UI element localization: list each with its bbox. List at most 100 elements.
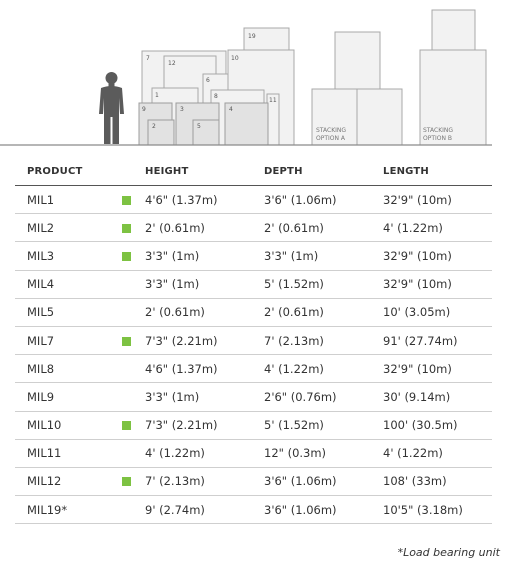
green-square-marker-icon [122, 251, 131, 261]
table-row: MIL5 2' (0.61m) 2' (0.61m) 10' (3.05m) [15, 298, 492, 327]
cell-length: 10'5" (3.18m) [383, 495, 492, 525]
cell-product: MIL7 [15, 326, 122, 356]
cell-depth: 2' (0.61m) [264, 213, 383, 243]
cell-marker [122, 467, 145, 497]
cell-height: 4'6" (1.37m) [145, 185, 264, 215]
cell-product: MIL11 [15, 439, 122, 468]
cell-height: 2' (0.61m) [145, 213, 264, 243]
box-number-9: 9 [142, 106, 146, 113]
cell-length: 32'9" (10m) [383, 185, 492, 215]
cell-product: MIL8 [15, 354, 122, 384]
product-spec-table: PRODUCT HEIGHT DEPTH LENGTH MIL1 4'6" (1.… [15, 157, 492, 525]
cell-length: 91' (27.74m) [383, 326, 492, 356]
cell-marker [122, 185, 145, 215]
cell-height: 4'6" (1.37m) [145, 354, 264, 384]
header-length: LENGTH [383, 157, 492, 186]
cell-height: 3'3" (1m) [145, 270, 264, 299]
cell-product: MIL3 [15, 241, 122, 271]
cell-length: 4' (1.22m) [383, 213, 492, 243]
table-row: MIL12 7' (2.13m) 3'6" (1.06m) 108' (33m) [15, 467, 492, 497]
cell-depth: 3'6" (1.06m) [264, 495, 383, 525]
stacking-a-label-line2: OPTION A [316, 135, 346, 142]
cell-product: MIL19* [15, 495, 122, 525]
cell-length: 30' (9.14m) [383, 382, 492, 412]
cell-product: MIL10 [15, 411, 122, 440]
person-silhouette-icon [99, 72, 124, 144]
footnote: *Load bearing unit [397, 546, 500, 559]
cell-depth: 12" (0.3m) [264, 439, 383, 468]
stacking-option-b: STACKING OPTION B [419, 9, 487, 146]
box-number-12: 12 [168, 60, 176, 67]
box-number-8: 8 [214, 93, 218, 100]
box-number-19: 19 [248, 33, 256, 40]
green-square-marker-icon [122, 477, 131, 487]
box-number-6: 6 [206, 77, 210, 84]
cell-height: 7'3" (2.21m) [145, 326, 264, 356]
stacking-option-a: STACKING OPTION A [311, 31, 403, 146]
cell-height: 3'3" (1m) [145, 241, 264, 271]
cell-length: 10' (3.05m) [383, 298, 492, 327]
cell-height: 2' (0.61m) [145, 298, 264, 327]
cell-length: 100' (30.5m) [383, 411, 492, 440]
box-number-1: 1 [155, 92, 159, 99]
cell-depth: 5' (1.52m) [264, 411, 383, 440]
header-depth: DEPTH [264, 157, 383, 186]
cell-depth: 4' (1.22m) [264, 354, 383, 384]
box-number-5: 5 [197, 123, 201, 130]
green-square-marker-icon [122, 336, 131, 346]
table-row: MIL1 4'6" (1.37m) 3'6" (1.06m) 32'9" (10m) [15, 185, 492, 215]
cell-marker [122, 326, 145, 356]
cell-marker [122, 298, 145, 327]
cell-length: 32'9" (10m) [383, 354, 492, 384]
product-size-illustration: 19 7 12 10 6 1 8 9 3 4 11 2 5 STACKING O… [0, 9, 492, 146]
cell-product: MIL9 [15, 382, 122, 412]
stacking-b-label-line2: OPTION B [423, 135, 452, 142]
cell-height: 3'3" (1m) [145, 382, 264, 412]
cell-length: 4' (1.22m) [383, 439, 492, 468]
green-square-marker-icon [122, 223, 131, 233]
cell-height: 7'3" (2.21m) [145, 411, 264, 440]
cell-product: MIL2 [15, 213, 122, 243]
cell-depth: 7' (2.13m) [264, 326, 383, 356]
table-row: MIL3 3'3" (1m) 3'3" (1m) 32'9" (10m) [15, 241, 492, 271]
cell-marker [122, 241, 145, 271]
table-body: MIL1 4'6" (1.37m) 3'6" (1.06m) 32'9" (10m) M… [15, 185, 492, 525]
cell-product: MIL4 [15, 270, 122, 299]
cell-height: 7' (2.13m) [145, 467, 264, 497]
cell-length: 32'9" (10m) [383, 241, 492, 271]
cell-product: MIL5 [15, 298, 122, 327]
cell-marker [122, 354, 145, 384]
cell-depth: 3'3" (1m) [264, 241, 383, 271]
cell-length: 108' (33m) [383, 467, 492, 497]
cell-depth: 3'6" (1.06m) [264, 185, 383, 215]
box-number-11: 11 [269, 97, 277, 104]
cell-marker [122, 382, 145, 412]
cell-height: 9' (2.74m) [145, 495, 264, 525]
table-row: MIL11 4' (1.22m) 12" (0.3m) 4' (1.22m) [15, 439, 492, 468]
header-marker [122, 157, 145, 186]
header-product: PRODUCT [15, 157, 122, 186]
table-row: MIL2 2' (0.61m) 2' (0.61m) 4' (1.22m) [15, 213, 492, 243]
box-number-2: 2 [152, 123, 156, 130]
table-header-row: PRODUCT HEIGHT DEPTH LENGTH [15, 157, 492, 186]
stacking-a-label-line1: STACKING [316, 127, 346, 134]
box-number-3: 3 [180, 106, 184, 113]
table-row: MIL19* 9' (2.74m) 3'6" (1.06m) 10'5" (3.18m… [15, 495, 492, 525]
cell-marker [122, 411, 145, 440]
box-number-10: 10 [231, 55, 239, 62]
table-row: MIL9 3'3" (1m) 2'6" (0.76m) 30' (9.14m) [15, 382, 492, 412]
cell-marker [122, 213, 145, 243]
cell-length: 32'9" (10m) [383, 270, 492, 299]
green-square-marker-icon [122, 195, 131, 205]
cell-marker [122, 495, 145, 525]
table-row: MIL8 4'6" (1.37m) 4' (1.22m) 32'9" (10m) [15, 354, 492, 384]
header-height: HEIGHT [145, 157, 264, 186]
table-row: MIL4 3'3" (1m) 5' (1.52m) 32'9" (10m) [15, 270, 492, 299]
cell-depth: 5' (1.52m) [264, 270, 383, 299]
cell-depth: 3'6" (1.06m) [264, 467, 383, 497]
table-row: MIL10 7'3" (2.21m) 5' (1.52m) 100' (30.5m) [15, 411, 492, 440]
table-row: MIL7 7'3" (2.21m) 7' (2.13m) 91' (27.74m) [15, 326, 492, 356]
cell-product: MIL1 [15, 185, 122, 215]
box-number-7: 7 [146, 55, 150, 62]
cell-marker [122, 439, 145, 468]
